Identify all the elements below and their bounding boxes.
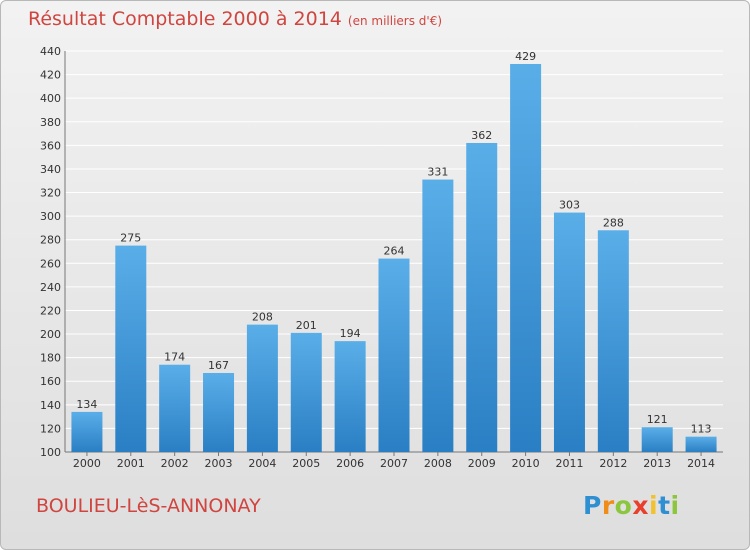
bar-2006 bbox=[334, 341, 366, 452]
x-tick-label-2007: 2007 bbox=[380, 457, 408, 470]
bar-2002 bbox=[159, 364, 191, 452]
y-tick-label: 300 bbox=[40, 210, 61, 223]
proxiti-logo: Proxiti bbox=[583, 491, 680, 520]
bar-2001 bbox=[115, 245, 147, 452]
bar-2014 bbox=[685, 436, 717, 452]
data-label-2014: 113 bbox=[691, 423, 712, 436]
x-tick-label-2014: 2014 bbox=[687, 457, 715, 470]
bar-2004 bbox=[246, 324, 278, 452]
chart-subtitle: (en milliers d'€) bbox=[347, 14, 443, 28]
y-tick-label: 420 bbox=[40, 69, 61, 82]
y-tick-label: 200 bbox=[40, 328, 61, 341]
x-tick-label-2000: 2000 bbox=[73, 457, 101, 470]
bar-2010 bbox=[510, 63, 542, 452]
data-label-2008: 331 bbox=[427, 166, 448, 179]
bar-2011 bbox=[553, 212, 585, 452]
x-tick-label-2005: 2005 bbox=[292, 457, 320, 470]
x-tick-label-2008: 2008 bbox=[424, 457, 452, 470]
x-tick-label-2006: 2006 bbox=[336, 457, 364, 470]
bar-2012 bbox=[597, 230, 629, 452]
y-tick-label: 340 bbox=[40, 163, 61, 176]
y-tick-label: 440 bbox=[40, 45, 61, 58]
data-label-2010: 429 bbox=[515, 50, 536, 63]
chart-title: Résultat Comptable 2000 à 2014 (en millie… bbox=[28, 8, 442, 30]
y-tick-label: 400 bbox=[40, 92, 61, 105]
x-tick-label-2004: 2004 bbox=[248, 457, 276, 470]
x-tick-label-2002: 2002 bbox=[161, 457, 189, 470]
y-tick-label: 160 bbox=[40, 375, 61, 388]
y-tick-label: 360 bbox=[40, 139, 61, 152]
y-tick-label: 240 bbox=[40, 281, 61, 294]
place-name: BOULIEU-LèS-ANNONAY bbox=[36, 495, 261, 517]
bar-2007 bbox=[378, 258, 410, 452]
x-tick-label-2003: 2003 bbox=[205, 457, 233, 470]
x-tick-label-2012: 2012 bbox=[599, 457, 627, 470]
x-tick-label-2001: 2001 bbox=[117, 457, 145, 470]
data-label-2005: 201 bbox=[296, 319, 317, 332]
bar-2009 bbox=[466, 142, 498, 452]
bar-2005 bbox=[290, 332, 322, 452]
data-label-2009: 362 bbox=[471, 129, 492, 142]
data-label-2002: 174 bbox=[164, 351, 185, 364]
data-label-2011: 303 bbox=[559, 199, 580, 212]
bar-2003 bbox=[203, 372, 235, 452]
y-tick-label: 180 bbox=[40, 352, 61, 365]
y-tick-label: 140 bbox=[40, 399, 61, 412]
data-label-2001: 275 bbox=[120, 232, 141, 245]
data-label-2004: 208 bbox=[252, 311, 273, 324]
bar-2008 bbox=[422, 179, 454, 452]
y-tick-label: 220 bbox=[40, 304, 61, 317]
data-label-2000: 134 bbox=[76, 398, 97, 411]
bar-2000 bbox=[71, 411, 103, 452]
x-tick-label-2009: 2009 bbox=[468, 457, 496, 470]
chart-title-text: Résultat Comptable 2000 à 2014 bbox=[28, 8, 342, 30]
y-tick-label: 320 bbox=[40, 187, 61, 200]
x-tick-label-2011: 2011 bbox=[555, 457, 583, 470]
y-tick-label: 380 bbox=[40, 116, 61, 129]
data-label-2013: 121 bbox=[647, 413, 668, 426]
y-tick-label: 120 bbox=[40, 422, 61, 435]
x-tick-label-2013: 2013 bbox=[643, 457, 671, 470]
y-tick-label: 260 bbox=[40, 257, 61, 270]
data-label-2007: 264 bbox=[384, 245, 405, 258]
data-label-2003: 167 bbox=[208, 359, 229, 372]
data-label-2006: 194 bbox=[340, 327, 361, 340]
data-label-2012: 288 bbox=[603, 216, 624, 229]
x-tick-label-2010: 2010 bbox=[512, 457, 540, 470]
bar-2013 bbox=[641, 427, 673, 452]
y-tick-label: 280 bbox=[40, 234, 61, 247]
y-tick-label: 100 bbox=[40, 446, 61, 459]
